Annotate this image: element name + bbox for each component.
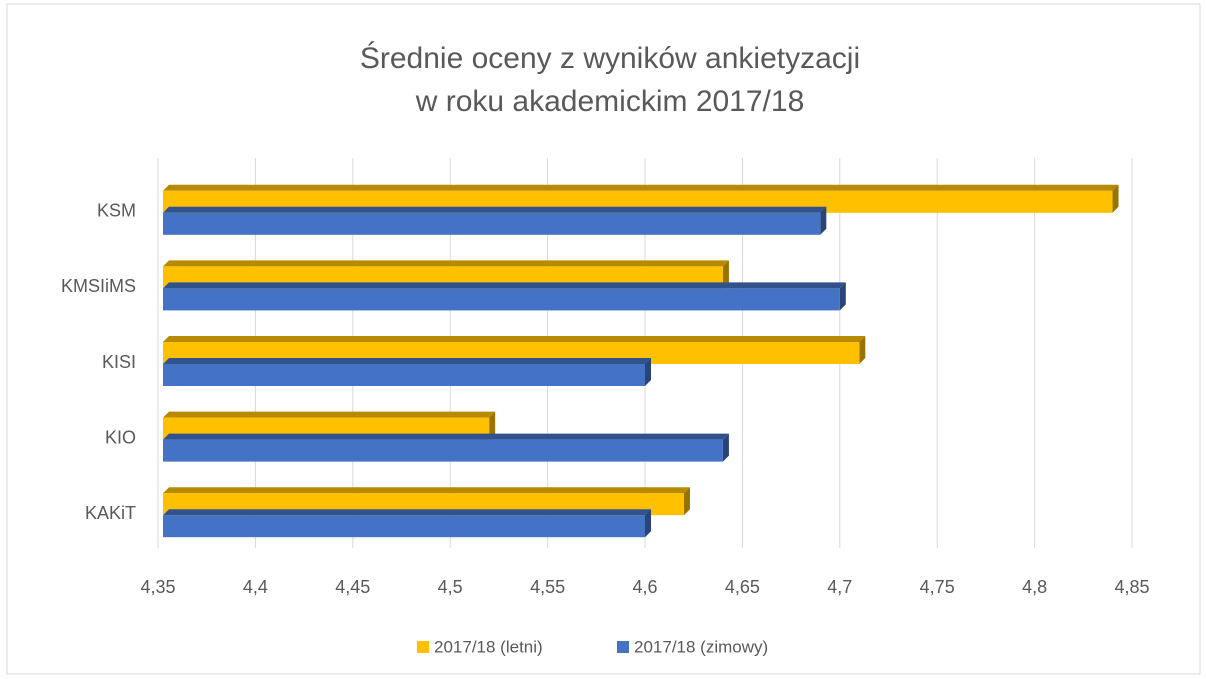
bar-top xyxy=(163,260,729,267)
bar-side xyxy=(839,282,846,311)
y-tick-label: KAKiT xyxy=(85,503,136,523)
bar-side xyxy=(489,411,496,440)
chart-title: Średnie oceny z wyników ankietyzacji xyxy=(360,41,860,75)
bar xyxy=(163,509,651,538)
bar-side xyxy=(859,336,866,364)
legend-label: 2017/18 (letni) xyxy=(434,637,543,656)
bar-side xyxy=(1112,184,1119,213)
x-tick-label: 4,75 xyxy=(920,577,955,597)
bar-top xyxy=(163,184,1119,191)
x-tick-label: 4,55 xyxy=(530,577,565,597)
bar-top xyxy=(163,411,496,418)
x-tick-label: 4,8 xyxy=(1022,577,1047,597)
bar-front xyxy=(163,515,645,538)
x-tick-label: 4,35 xyxy=(140,577,175,597)
bar-top xyxy=(163,282,846,289)
bar xyxy=(163,282,846,311)
x-tick-label: 4,85 xyxy=(1114,577,1149,597)
bar-top xyxy=(163,509,651,516)
x-tick-label: 4,45 xyxy=(335,577,370,597)
bar-side xyxy=(683,487,690,516)
bar-top xyxy=(163,487,690,494)
bar-top xyxy=(163,433,729,440)
y-tick-label: KIO xyxy=(105,427,136,447)
bar-top xyxy=(163,336,866,342)
bar-top xyxy=(163,358,651,364)
bar-side xyxy=(722,260,729,289)
bar-front xyxy=(163,288,840,311)
bar-side xyxy=(722,433,729,462)
bar xyxy=(163,358,651,386)
bar-side xyxy=(645,358,651,386)
bar-front xyxy=(163,439,723,462)
bar-top xyxy=(163,206,827,213)
bar-front xyxy=(163,364,645,386)
bar-front xyxy=(163,212,821,235)
y-tick-label: KMSIiMS xyxy=(61,276,136,296)
x-tick-label: 4,6 xyxy=(632,577,657,597)
legend-swatch xyxy=(417,641,429,653)
y-tick-label: KISI xyxy=(102,352,136,372)
x-tick-label: 4,7 xyxy=(827,577,852,597)
bar-side xyxy=(645,509,651,538)
legend-swatch xyxy=(617,641,629,653)
x-tick-label: 4,65 xyxy=(725,577,760,597)
y-tick-label: KSM xyxy=(97,201,136,221)
legend-label: 2017/18 (zimowy) xyxy=(634,637,768,656)
x-tick-label: 4,4 xyxy=(243,577,268,597)
x-tick-label: 4,5 xyxy=(438,577,463,597)
bar-side xyxy=(820,206,827,235)
bar xyxy=(163,433,729,462)
chart-title: w roku akademickim 2017/18 xyxy=(415,85,805,118)
bar xyxy=(163,206,827,235)
